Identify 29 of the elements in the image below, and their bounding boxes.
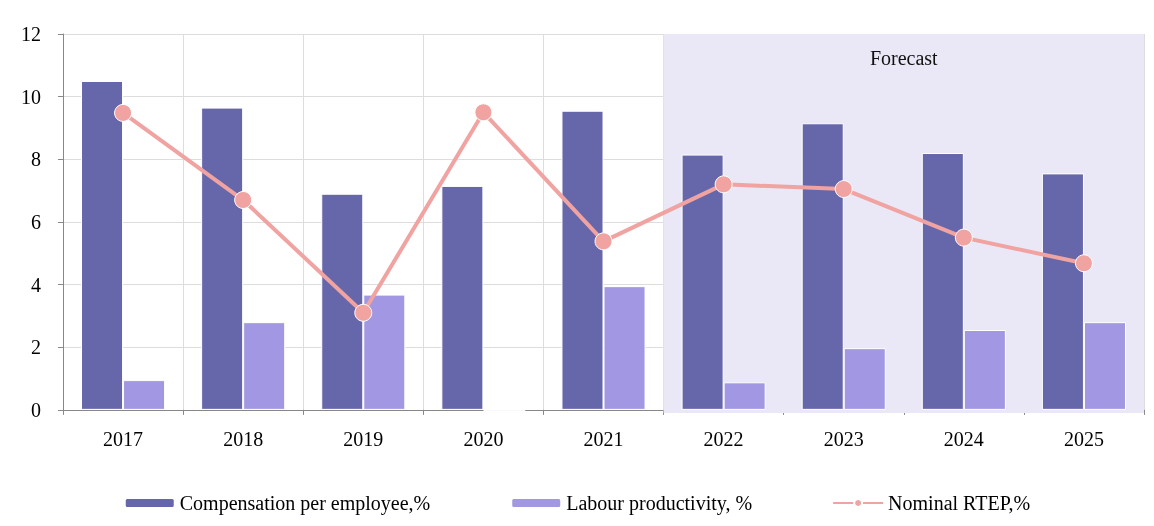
x-tick-label: 2024 [943,428,984,450]
x-tick-label: 2017 [103,428,144,450]
point [1074,254,1093,273]
point [954,228,973,247]
point [834,180,853,199]
legend-label: Nominal RTEP,% [888,492,1031,514]
y-tick-label: 8 [31,148,41,171]
x-tick-label: 2023 [823,428,864,450]
band-label: Forecast [869,47,939,69]
x-tick-label: 2019 [343,428,384,450]
x-tick-label: 2022 [703,428,744,450]
legend-label: Compensation per employee,% [179,492,431,515]
y-tick-label: 12 [21,23,41,45]
y-tick-label: 0 [31,398,41,421]
x-tick-label: 2020 [463,428,504,450]
point [594,232,613,251]
y-tick-label: 4 [31,273,41,296]
x-tick-label: 2018 [223,428,264,450]
point [354,303,373,322]
point [114,103,133,122]
y-tick-label: 2 [31,336,41,359]
point [714,175,733,194]
point [234,191,253,209]
x-tick-label: 2025 [1063,428,1104,450]
legend-label: Labour productivity, % [566,492,753,515]
y-tick-label: 6 [31,210,41,233]
point [474,103,493,122]
x-tick-label: 2021 [583,428,624,450]
y-tick-label: 10 [21,85,41,108]
